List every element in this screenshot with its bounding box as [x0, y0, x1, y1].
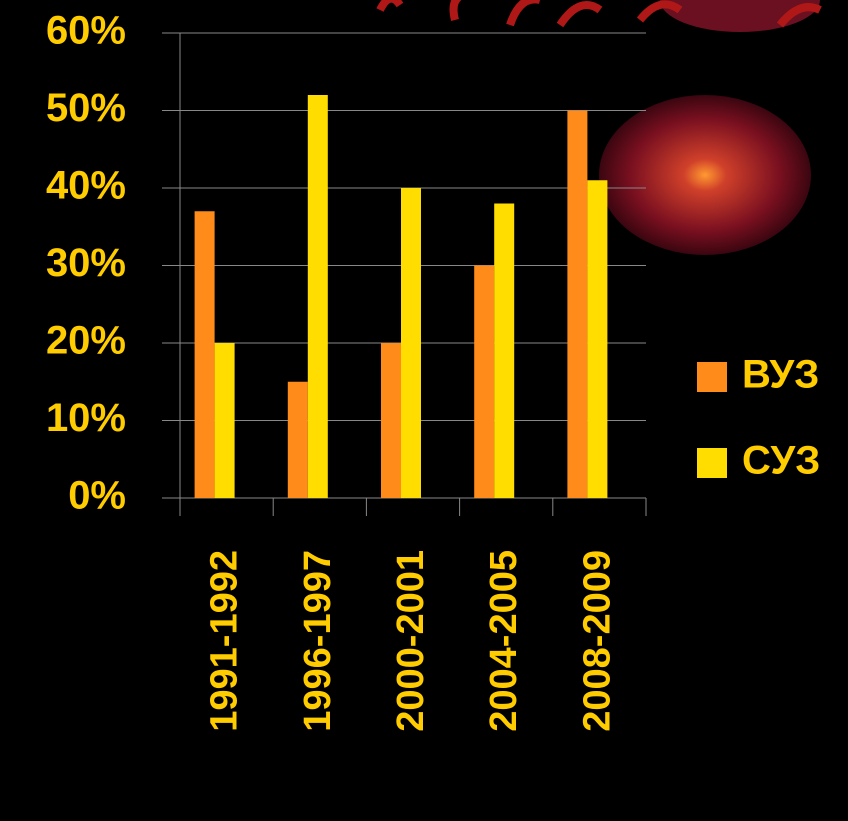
- x-tick-label: 1991-1992: [204, 550, 246, 732]
- y-tick-label: 30%: [46, 241, 126, 285]
- legend-swatch: [697, 448, 727, 478]
- y-tick-label: 40%: [46, 164, 126, 208]
- bar: [494, 203, 515, 498]
- decoration: [376, 0, 822, 255]
- x-tick-label: 2000-2001: [390, 550, 432, 732]
- bar: [307, 95, 328, 498]
- bar: [567, 110, 588, 498]
- y-tick-label: 0%: [68, 474, 126, 518]
- bar: [287, 381, 308, 498]
- x-tick-label: 1996-1997: [297, 550, 339, 732]
- bar: [401, 188, 421, 498]
- legend-swatch: [697, 362, 727, 392]
- y-tick-label: 10%: [46, 396, 126, 440]
- y-tick-label: 20%: [46, 319, 126, 363]
- x-tick-label: 2008-2009: [576, 550, 618, 732]
- bar: [194, 211, 215, 498]
- x-tick-label: 2004-2005: [483, 550, 525, 732]
- bar: [214, 343, 235, 498]
- y-tick-label: 50%: [46, 86, 126, 130]
- legend-label: СУЗ: [742, 439, 820, 483]
- bar: [474, 265, 495, 498]
- bar: [587, 180, 608, 498]
- bar: [381, 343, 401, 498]
- legend-label: ВУЗ: [742, 353, 819, 397]
- y-tick-label: 60%: [46, 9, 126, 53]
